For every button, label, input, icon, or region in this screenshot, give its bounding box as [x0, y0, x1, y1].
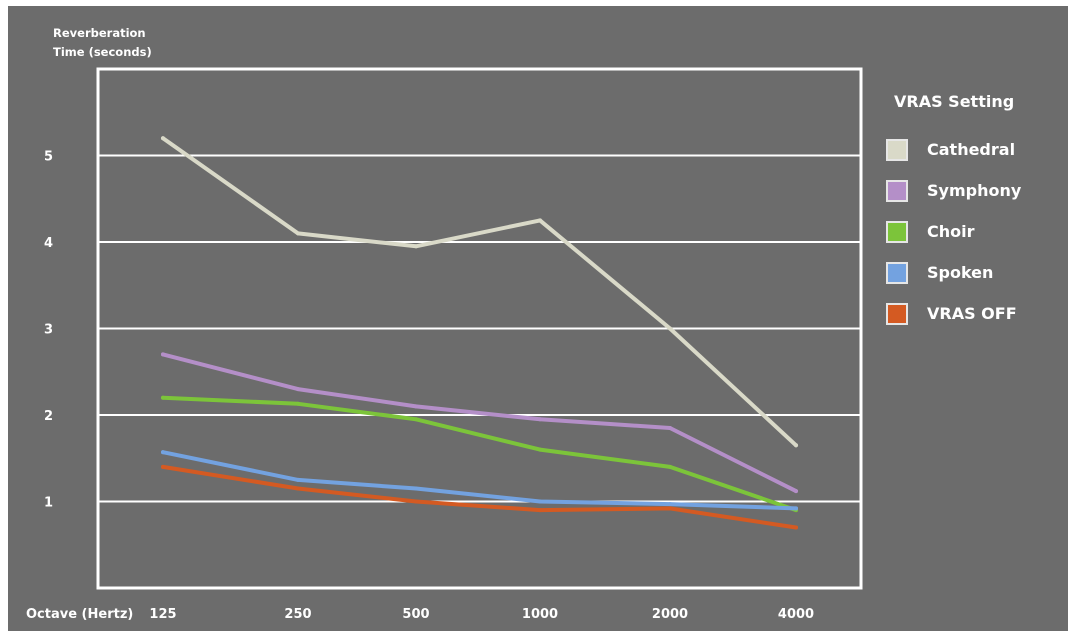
series-lines — [161, 136, 798, 530]
line-chart: 1 2 3 4 5 125 250 500 1000 2000 4000 Octave (Hert… — [26, 67, 863, 622]
legend-item-symphony: Symphony — [886, 170, 1021, 211]
data-point-choir — [414, 417, 418, 422]
data-point-symphony — [296, 387, 300, 392]
y-tick-label: 5 — [44, 150, 53, 165]
data-point-vras-off — [668, 506, 672, 511]
data-point-cathedral — [538, 218, 542, 223]
x-tick-label: 2000 — [652, 607, 688, 622]
x-tick-label: 125 — [149, 607, 176, 622]
legend-swatch — [886, 220, 908, 243]
data-point-choir — [161, 395, 165, 400]
data-point-vras-off — [794, 525, 798, 530]
data-point-symphony — [538, 417, 542, 422]
legend-title: VRAS Setting — [894, 92, 1015, 111]
series-line-spoken — [161, 450, 798, 511]
legend-label: Cathedral — [927, 140, 1016, 159]
data-point-vras-off — [414, 499, 418, 504]
chart-frame: Reverberation Time (seconds) 1 2 3 4 5 125 25… — [8, 6, 1068, 631]
data-point-cathedral — [414, 244, 418, 249]
legend-label: VRAS OFF — [927, 304, 1017, 323]
data-point-spoken — [296, 477, 300, 482]
data-point-spoken — [414, 486, 418, 491]
series-line-symphony — [161, 352, 798, 494]
series-symphony — [161, 352, 798, 494]
data-point-choir — [296, 401, 300, 406]
legend: VRAS Setting Cathedral Symphony Choir Spoke… — [886, 92, 1021, 334]
legend-item-spoken: Spoken — [886, 252, 1021, 293]
x-tick-label: 1000 — [522, 607, 558, 622]
legend-items: Cathedral Symphony Choir Spoken VRAS OFF — [886, 129, 1021, 334]
series-spoken — [161, 450, 798, 511]
data-point-cathedral — [296, 231, 300, 236]
data-point-vras-off — [161, 464, 165, 469]
legend-swatch — [886, 138, 908, 161]
legend-swatch — [886, 261, 908, 284]
data-point-cathedral — [668, 326, 672, 331]
y-tick-label: 3 — [44, 323, 53, 338]
y-tick-label: 2 — [44, 409, 53, 424]
series-cathedral — [161, 136, 798, 448]
x-tick-label: 500 — [402, 607, 429, 622]
y-axis-label-line-1: Reverberation — [53, 26, 146, 40]
data-point-symphony — [668, 426, 672, 430]
series-line-cathedral — [161, 136, 798, 448]
legend-item-vras-off: VRAS OFF — [886, 293, 1021, 334]
data-point-spoken — [161, 450, 165, 455]
legend-label: Choir — [927, 222, 975, 241]
data-point-spoken — [538, 499, 542, 504]
series-vras-off — [161, 464, 798, 530]
data-point-choir — [668, 464, 672, 469]
series-line-vras-off — [161, 464, 798, 530]
data-point-symphony — [414, 404, 418, 409]
y-tick-label: 4 — [44, 236, 53, 251]
legend-item-cathedral: Cathedral — [886, 129, 1021, 170]
series-line-choir — [161, 395, 798, 513]
data-point-cathedral — [161, 136, 165, 141]
legend-label: Symphony — [927, 181, 1022, 200]
y-tick-labels: 1 2 3 4 5 — [44, 150, 53, 511]
x-tick-label: 250 — [284, 607, 311, 622]
gridlines — [98, 154, 861, 503]
x-tick-labels: 125 250 500 1000 2000 4000 — [149, 607, 814, 622]
plot-border — [96, 67, 863, 590]
data-point-spoken — [668, 502, 672, 507]
data-point-symphony — [794, 489, 798, 494]
data-point-cathedral — [794, 443, 798, 448]
x-axis-label: Octave (Hertz) — [26, 607, 133, 622]
y-axis-label-line-2: Time (seconds) — [53, 45, 152, 59]
data-point-vras-off — [538, 508, 542, 513]
legend-item-choir: Choir — [886, 211, 1021, 252]
x-tick-label: 4000 — [778, 607, 814, 622]
legend-swatch — [886, 302, 908, 325]
legend-label: Spoken — [927, 263, 994, 282]
data-point-spoken — [794, 506, 798, 511]
data-point-choir — [538, 447, 542, 452]
data-point-vras-off — [296, 486, 300, 491]
y-tick-label: 1 — [44, 496, 53, 511]
legend-swatch — [886, 179, 908, 202]
data-point-symphony — [161, 352, 165, 357]
